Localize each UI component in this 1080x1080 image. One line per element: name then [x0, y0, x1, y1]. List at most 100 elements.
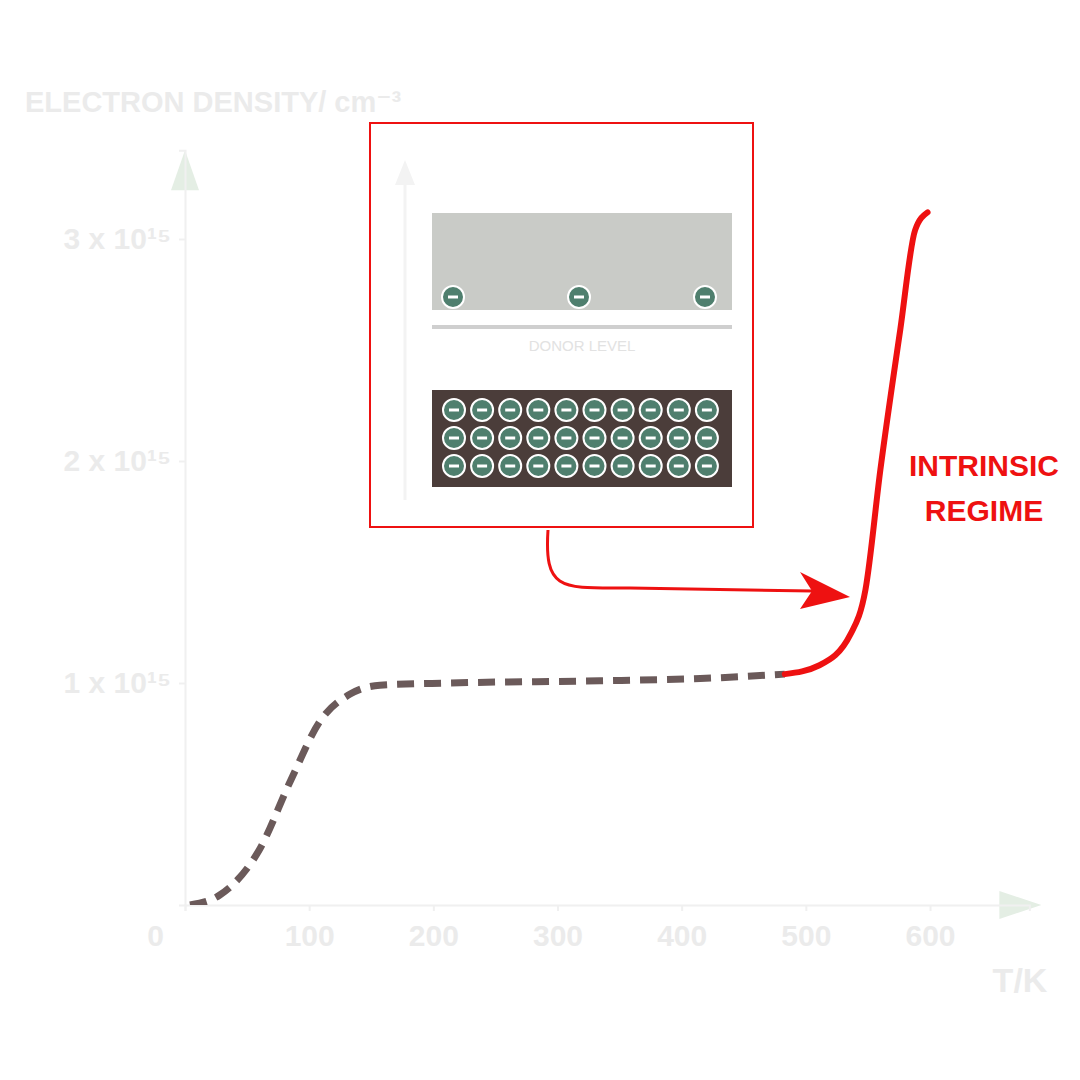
electron-sign — [702, 465, 712, 468]
electron-sign — [590, 409, 600, 412]
data-line — [785, 212, 928, 674]
electron-sign — [561, 409, 571, 412]
y-axis: 1 x 10¹⁵2 x 10¹⁵3 x 10¹⁵ — [64, 151, 186, 906]
electron-body — [527, 455, 549, 477]
valence-electron — [584, 399, 606, 421]
electron-body — [499, 455, 521, 477]
electron-sign — [533, 437, 543, 440]
electron-sign — [646, 437, 656, 440]
annotation-text: REGIME — [925, 494, 1043, 527]
x-tick-mark — [805, 905, 807, 911]
electron-sign — [477, 465, 487, 468]
annotation-text: INTRINSIC — [909, 449, 1059, 482]
electron-sign — [618, 437, 628, 440]
y-tick-label: 3 x 10¹⁵ — [64, 222, 172, 255]
energy-axis — [404, 180, 407, 500]
electron-body — [568, 286, 590, 308]
electron-body — [443, 427, 465, 449]
electron-sign — [590, 437, 600, 440]
valence-electron — [471, 399, 493, 421]
electron-body — [527, 427, 549, 449]
valence-electron — [555, 399, 577, 421]
y-axis-line — [179, 151, 186, 906]
x-axis-line — [186, 906, 1030, 912]
x-axis: 0100200300400500600 — [147, 905, 1030, 952]
valence-electron — [612, 455, 634, 477]
valence-electron — [443, 399, 465, 421]
electron-body — [499, 427, 521, 449]
electron-sign — [702, 437, 712, 440]
conduction-electron — [568, 286, 590, 308]
valence-electron — [612, 399, 634, 421]
electron-body — [668, 455, 690, 477]
valence-band — [432, 390, 732, 487]
electron-body — [471, 399, 493, 421]
electron-sign — [449, 409, 459, 412]
electron-sign — [477, 409, 487, 412]
electron-body — [668, 427, 690, 449]
valence-electron — [443, 455, 465, 477]
y-tick-mark — [179, 683, 185, 685]
chart: 01002003004005006001 x 10¹⁵2 x 10¹⁵3 x 1… — [0, 0, 1080, 1080]
annotation: INTRINSIC REGIME — [909, 449, 1059, 527]
conduction-electron — [442, 286, 464, 308]
x-tick-mark — [681, 905, 683, 911]
electron-body — [584, 455, 606, 477]
conduction-electron — [694, 286, 716, 308]
electron-sign — [618, 409, 628, 412]
valence-electron — [527, 399, 549, 421]
electron-body — [443, 399, 465, 421]
x-axis-title: T/K — [993, 961, 1048, 999]
electron-sign — [618, 465, 628, 468]
electron-body — [471, 427, 493, 449]
electron-body — [694, 286, 716, 308]
electron-sign — [646, 409, 656, 412]
valence-electron — [471, 455, 493, 477]
electron-sign — [702, 409, 712, 412]
electron-body — [442, 286, 464, 308]
valence-electron — [527, 427, 549, 449]
valence-electron — [584, 455, 606, 477]
x-tick: 600 — [905, 905, 955, 952]
valence-electron — [640, 427, 662, 449]
electron-sign — [505, 409, 515, 412]
valence-electron — [499, 427, 521, 449]
valence-electron — [527, 455, 549, 477]
valence-electron — [640, 399, 662, 421]
electron-body — [471, 455, 493, 477]
electron-sign — [561, 465, 571, 468]
data-line — [190, 674, 785, 905]
electron-sign — [505, 437, 515, 440]
electron-sign — [505, 465, 515, 468]
electron-body — [612, 427, 634, 449]
inset: DONOR LEVEL — [370, 123, 753, 527]
electron-body — [499, 399, 521, 421]
electron-sign — [449, 437, 459, 440]
valence-electron — [555, 455, 577, 477]
electron-body — [640, 455, 662, 477]
electron-sign — [561, 437, 571, 440]
valence-electron — [668, 427, 690, 449]
y-tick-mark — [179, 239, 185, 241]
electron-body — [612, 455, 634, 477]
electron-body — [640, 427, 662, 449]
electron-sign — [646, 465, 656, 468]
valence-electron — [499, 399, 521, 421]
electron-body — [555, 427, 577, 449]
inset-frame — [370, 123, 753, 527]
x-tick-label: 400 — [657, 919, 707, 952]
electron-sign — [533, 409, 543, 412]
donor-label: DONOR LEVEL — [529, 337, 636, 354]
valence-electron — [668, 455, 690, 477]
valence-electron — [443, 427, 465, 449]
x-tick: 500 — [781, 905, 831, 952]
electron-sign — [448, 296, 458, 299]
y-tick: 1 x 10¹⁵ — [64, 666, 186, 699]
x-tick-label: 300 — [533, 919, 583, 952]
electron-body — [668, 399, 690, 421]
electron-body — [584, 399, 606, 421]
electron-sign — [700, 296, 710, 299]
electron-body — [527, 399, 549, 421]
electron-sign — [674, 409, 684, 412]
electron-body — [555, 399, 577, 421]
